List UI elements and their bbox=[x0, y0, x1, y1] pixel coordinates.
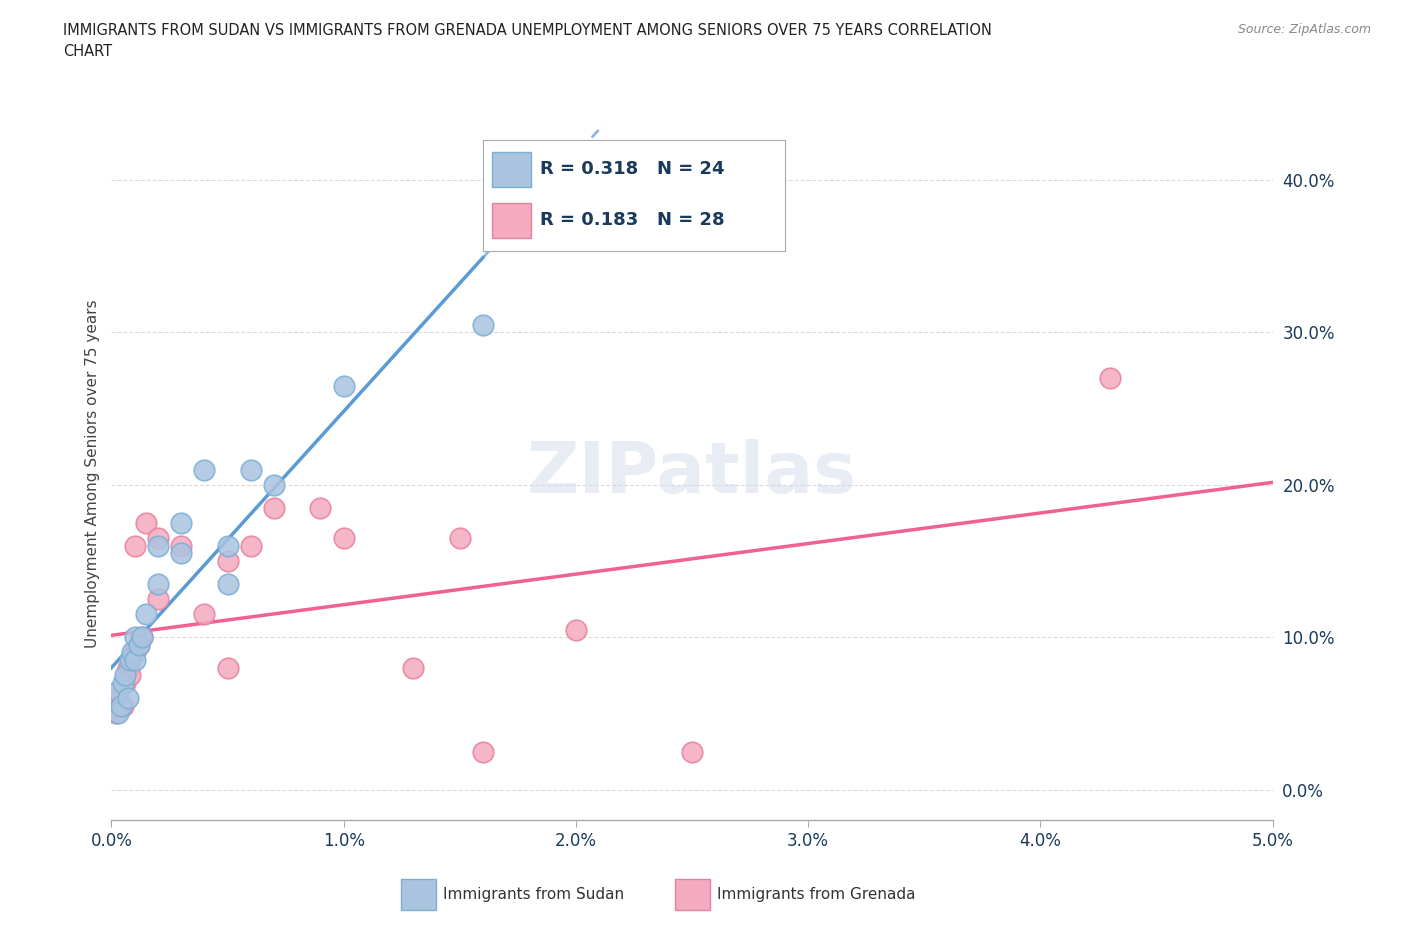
Point bbox=[263, 500, 285, 515]
Point bbox=[110, 698, 132, 713]
Point bbox=[124, 538, 146, 553]
Point bbox=[128, 637, 150, 652]
Point bbox=[309, 500, 332, 515]
Point bbox=[128, 637, 150, 652]
Point bbox=[332, 531, 354, 546]
Point bbox=[146, 538, 169, 553]
Point bbox=[193, 462, 215, 477]
Point bbox=[472, 744, 495, 759]
Point bbox=[170, 538, 193, 553]
Point bbox=[111, 675, 134, 690]
Point bbox=[124, 653, 146, 668]
Point bbox=[146, 577, 169, 591]
Point bbox=[114, 668, 136, 683]
Point bbox=[170, 515, 193, 530]
Point bbox=[217, 538, 239, 553]
Point bbox=[117, 691, 139, 706]
Point bbox=[565, 622, 588, 637]
Point bbox=[332, 379, 354, 393]
Point bbox=[131, 630, 153, 644]
Point bbox=[117, 660, 139, 675]
Point bbox=[124, 630, 146, 644]
Point bbox=[105, 706, 128, 721]
Text: ZIPatlas: ZIPatlas bbox=[527, 439, 858, 508]
Point bbox=[110, 698, 132, 713]
Point bbox=[239, 462, 262, 477]
Y-axis label: Unemployment Among Seniors over 75 years: Unemployment Among Seniors over 75 years bbox=[86, 299, 100, 647]
Point bbox=[193, 607, 215, 622]
Point bbox=[402, 660, 425, 675]
Point bbox=[111, 698, 134, 713]
Point bbox=[146, 531, 169, 546]
Text: IMMIGRANTS FROM SUDAN VS IMMIGRANTS FROM GRENADA UNEMPLOYMENT AMONG SENIORS OVER: IMMIGRANTS FROM SUDAN VS IMMIGRANTS FROM… bbox=[63, 23, 993, 60]
Text: Source: ZipAtlas.com: Source: ZipAtlas.com bbox=[1237, 23, 1371, 36]
Point bbox=[107, 684, 129, 698]
Text: Immigrants from Grenada: Immigrants from Grenada bbox=[717, 887, 915, 902]
Point bbox=[118, 668, 141, 683]
Point bbox=[449, 531, 471, 546]
Point bbox=[217, 660, 239, 675]
Point bbox=[681, 744, 703, 759]
Point bbox=[131, 630, 153, 644]
Point bbox=[170, 546, 193, 561]
Point bbox=[124, 645, 146, 660]
Point bbox=[472, 317, 495, 332]
Point bbox=[107, 706, 129, 721]
Point bbox=[146, 591, 169, 606]
Point bbox=[114, 675, 136, 690]
Point bbox=[217, 577, 239, 591]
Point bbox=[217, 553, 239, 568]
Point bbox=[239, 538, 262, 553]
Point bbox=[121, 645, 143, 660]
Point bbox=[1098, 371, 1121, 386]
Text: Immigrants from Sudan: Immigrants from Sudan bbox=[443, 887, 624, 902]
Point bbox=[118, 653, 141, 668]
Point bbox=[107, 691, 129, 706]
Point bbox=[135, 607, 157, 622]
Point bbox=[135, 515, 157, 530]
Point bbox=[263, 477, 285, 492]
